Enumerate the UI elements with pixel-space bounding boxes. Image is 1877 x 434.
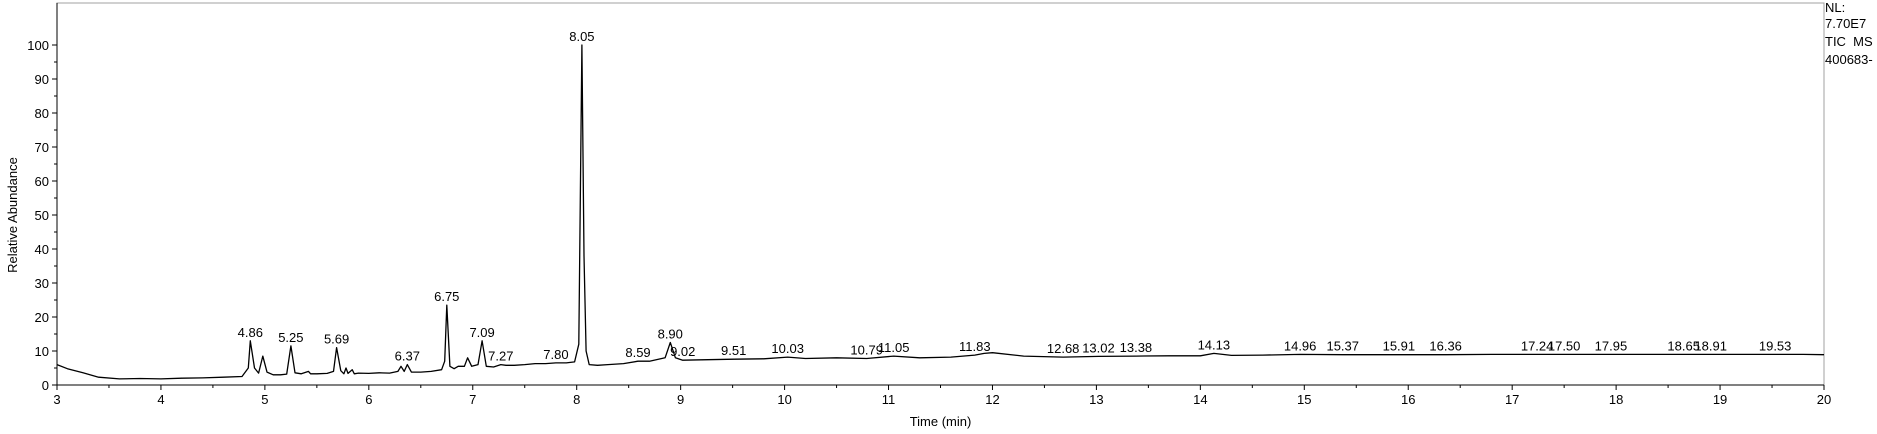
x-tick-label: 18	[1609, 392, 1623, 407]
peak-label: 17.50	[1548, 338, 1581, 353]
peak-label: 5.25	[278, 330, 303, 345]
y-tick-label: 20	[35, 310, 49, 325]
peak-label: 14.13	[1198, 337, 1231, 352]
peak-label: 12.68	[1047, 341, 1080, 356]
peak-label: 6.75	[434, 289, 459, 304]
x-tick-label: 8	[573, 392, 580, 407]
peak-label: 7.80	[543, 347, 568, 362]
x-tick-label: 14	[1193, 392, 1207, 407]
peak-label: 19.53	[1759, 338, 1792, 353]
nl-value: 7.70E7	[1825, 16, 1867, 31]
sample-id-label: 400683-	[1825, 52, 1873, 67]
peak-label: 17.24	[1521, 338, 1554, 353]
y-tick-label: 10	[35, 344, 49, 359]
y-tick-label: 100	[27, 38, 49, 53]
x-tick-label: 10	[777, 392, 791, 407]
peak-label: 6.37	[395, 349, 420, 364]
x-tick-label: 17	[1505, 392, 1519, 407]
plot-frame	[56, 2, 1825, 386]
x-tick-label: 11	[882, 392, 896, 407]
peak-label: 17.95	[1595, 338, 1628, 353]
x-axis: 3 4 5 6 7 8 9 10 11 12 13 14 15 16 17 18 19 20	[53, 384, 1831, 407]
peak-label: 15.91	[1383, 339, 1416, 354]
x-tick-label: 13	[1089, 392, 1103, 407]
y-tick-label: 80	[35, 106, 49, 121]
y-tick-label: 50	[35, 208, 49, 223]
peak-label: 10.79	[850, 342, 883, 357]
tic-trace-line	[56, 44, 1825, 380]
peak-label: 7.09	[469, 325, 494, 340]
x-tick-label: 12	[985, 392, 999, 407]
peak-label: 11.83	[959, 339, 991, 354]
peak-labels: 4.86 5.25 5.69 6.37 6.75 7.09 7.27 7.80 8.05 8.59…	[238, 29, 1792, 364]
peak-label: 8.59	[625, 345, 650, 360]
peak-label: 13.02	[1082, 340, 1115, 355]
x-tick-label: 5	[261, 392, 268, 407]
peak-label: 5.69	[324, 332, 349, 347]
peak-label: 18.91	[1694, 338, 1727, 353]
scan-filter-label: TIC MS	[1825, 34, 1873, 49]
x-tick-label: 16	[1401, 392, 1415, 407]
x-tick-label: 19	[1713, 392, 1727, 407]
x-axis-title: Time (min)	[910, 414, 972, 429]
peak-label: 8.90	[658, 327, 683, 342]
y-tick-label: 70	[35, 140, 49, 155]
peak-label: 4.86	[238, 325, 263, 340]
peak-label: 9.02	[670, 344, 695, 359]
peak-label: 16.36	[1429, 339, 1462, 354]
x-tick-label: 7	[469, 392, 476, 407]
y-axis: 0 10 20 30 40 50 60 70 80 90 100	[27, 3, 58, 393]
y-tick-label: 30	[35, 276, 49, 291]
peak-label: 11.05	[878, 340, 910, 355]
y-tick-label: 40	[35, 242, 49, 257]
y-axis-title: Relative Abundance	[5, 157, 20, 273]
peak-label: 7.27	[488, 349, 513, 364]
peak-label: 15.37	[1326, 339, 1359, 354]
peak-label: 10.03	[771, 341, 804, 356]
y-tick-label: 90	[35, 72, 49, 87]
x-tick-label: 4	[157, 392, 164, 407]
x-tick-label: 20	[1817, 392, 1831, 407]
y-tick-label: 0	[42, 378, 49, 393]
x-tick-label: 9	[677, 392, 684, 407]
nl-label: NL:	[1825, 0, 1846, 15]
peak-label: 8.05	[569, 29, 594, 44]
peak-label: 13.38	[1120, 340, 1153, 355]
peak-label: 18.65	[1667, 338, 1700, 353]
x-tick-label: 3	[53, 392, 60, 407]
peak-label: 9.51	[721, 343, 746, 358]
peak-label: 14.96	[1284, 338, 1317, 353]
x-tick-label: 15	[1297, 392, 1311, 407]
series-layer	[56, 44, 1825, 380]
y-tick-label: 60	[35, 174, 49, 189]
x-tick-label: 6	[365, 392, 372, 407]
